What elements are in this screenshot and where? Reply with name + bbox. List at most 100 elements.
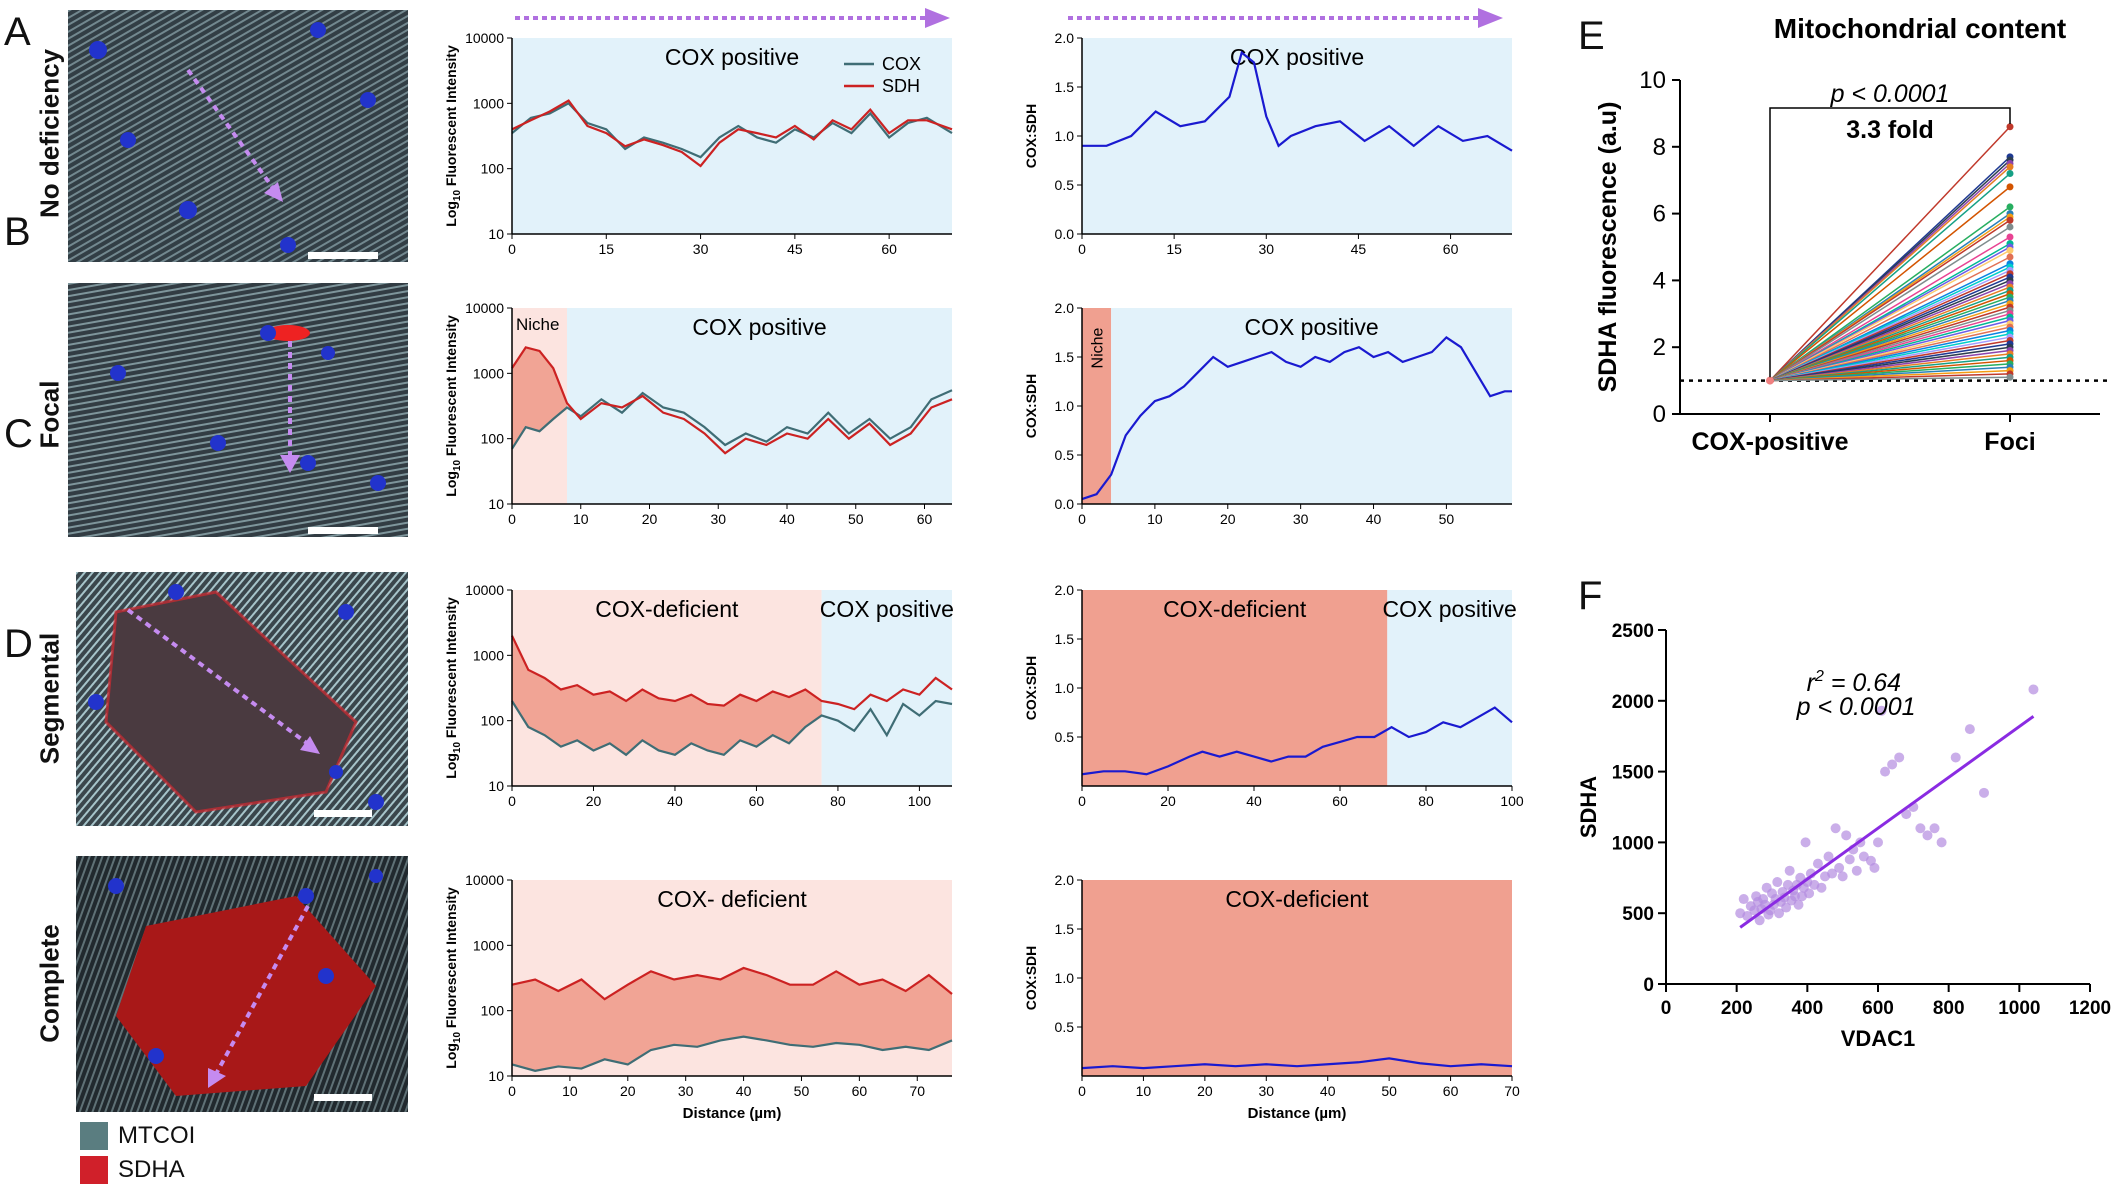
y-tick-label: 1000: [473, 95, 504, 111]
series-line-sdh: [511, 966, 953, 1001]
scatter-point: [1901, 809, 1912, 820]
scatter-point: [1869, 862, 1880, 873]
y-tick-label: 6: [1653, 201, 1666, 228]
row-label-focal: Focal: [34, 380, 65, 449]
x-tick-label: 30: [710, 511, 726, 527]
region-label-1: COX positive: [1383, 596, 1517, 622]
y-axis-label: SDHA: [1576, 776, 1601, 838]
region-label-1: COX positive: [692, 314, 826, 340]
x-tick-label: 20: [1197, 1083, 1213, 1099]
x-tick-label: 20: [1160, 793, 1176, 809]
pair-line: [1769, 249, 2011, 382]
legend-swatch-sdha: [80, 1156, 108, 1184]
chart-a-intensity: COX positive 10 100 1000 10000 0 15 30 45 60 Log10…: [443, 30, 953, 257]
y-tick-label: 2500: [1612, 621, 1654, 642]
pair-point-end: [2006, 373, 2014, 381]
scatter-point: [1964, 724, 1975, 735]
x-tick-label: 10: [1136, 1083, 1152, 1099]
pair-point-end: [2006, 246, 2014, 254]
y-axis-label: Log10 Fluorescent Intensity: [443, 887, 463, 1069]
region-label-1: COX positive: [820, 596, 954, 622]
scatter-point: [1812, 858, 1823, 869]
legend-label-sdha: SDHA: [118, 1156, 185, 1183]
series-line-sdh: [511, 99, 953, 168]
region-1: [1111, 308, 1512, 504]
legend-text-cox: COX: [882, 54, 921, 74]
scatter-point: [1922, 830, 1933, 841]
x-tick-label: 50: [1439, 511, 1455, 527]
x-tick-label: 1000: [1998, 998, 2040, 1019]
scatter-point: [1915, 823, 1926, 834]
y-tick-label: 2.0: [1055, 582, 1075, 598]
x-tick-label: 400: [1791, 998, 1823, 1019]
panel-letter-a: A: [4, 10, 31, 54]
x-tick-label: 0: [1078, 241, 1086, 257]
x-tick-label: 30: [1258, 1083, 1274, 1099]
scatter-point: [1979, 787, 1989, 798]
scatter-point: [1837, 871, 1848, 882]
x-tick-label: Foci: [1984, 428, 2035, 456]
panel-letter-b: B: [4, 210, 31, 254]
region-0: [1082, 308, 1112, 504]
x-tick-label: 45: [787, 241, 803, 257]
fill-between-series: [512, 967, 952, 1071]
x-tick-label: 80: [1418, 793, 1434, 809]
series-line-sdh: [511, 635, 953, 711]
scatter-point: [1800, 837, 1811, 848]
pair-line: [1769, 226, 2011, 382]
y-tick-label: 10000: [465, 872, 504, 888]
x-tick-label: 30: [678, 1083, 694, 1099]
x-tick-label: 40: [1320, 1083, 1336, 1099]
scatter-point: [1804, 888, 1815, 899]
x-tick-label: 20: [1220, 511, 1236, 527]
x-tick-label: 1200: [2069, 998, 2111, 1019]
region-1: [821, 590, 952, 786]
panel-letter-f: F: [1578, 574, 1603, 618]
y-tick-label: 10000: [465, 300, 504, 316]
pair-line: [1769, 126, 2011, 382]
x-axis-label: Distance (µm): [1248, 1105, 1347, 1122]
pair-point-end: [2006, 183, 2014, 191]
region-label-0: COX-deficient: [1225, 886, 1369, 912]
scatter-point: [2028, 684, 2039, 695]
region-label-0: COX positive: [665, 44, 799, 70]
y-tick-label: 10: [488, 496, 504, 512]
y-tick-label: 0.5: [1055, 447, 1075, 463]
series-line-cox: [511, 101, 953, 159]
x-tick-label: 0: [508, 511, 516, 527]
region-label-1: COX positive: [1244, 314, 1378, 340]
legend-label-mtcoi: MTCOI: [118, 1122, 196, 1149]
fill-between-series: [512, 635, 822, 755]
x-tick-label: COX-positive: [1692, 428, 1849, 456]
panel-letter-e: E: [1578, 14, 1605, 58]
x-tick-label: 0: [1078, 511, 1086, 527]
regression-line: [1739, 715, 2035, 929]
region-0: [512, 38, 952, 234]
legend-swatch-mtcoi: [80, 1122, 108, 1150]
pair-line: [1769, 172, 2011, 382]
pair-line: [1769, 206, 2011, 382]
pair-point-end: [2006, 216, 2014, 224]
y-tick-label: 0.0: [1055, 496, 1075, 512]
x-tick-label: 80: [830, 793, 846, 809]
y-tick-label: 2.0: [1055, 300, 1075, 316]
y-axis-label: COX:SDH: [1023, 374, 1039, 439]
scatter-point: [1894, 752, 1905, 763]
direction-arrow-intensity: [515, 8, 950, 28]
chart-b-ratio: Niche COX positive 0.0 0.5 1.0 1.5 2.0 0 10 20 30 4…: [1023, 300, 1512, 527]
micrograph-b: [68, 283, 408, 537]
y-tick-label: 100: [481, 1003, 505, 1019]
x-tick-label: 60: [1332, 793, 1348, 809]
scatter-point: [1873, 837, 1883, 848]
x-tick-label: 20: [586, 793, 602, 809]
legend-text-sdh: SDH: [882, 76, 920, 96]
x-tick-label: 50: [1381, 1083, 1397, 1099]
row-label-segmental: Segmental: [34, 632, 65, 765]
pair-line: [1769, 186, 2011, 382]
region-0: [1082, 38, 1512, 234]
micrograph-a: [68, 10, 408, 262]
series-line-cox-sdh: [1081, 335, 1512, 501]
y-tick-label: 1.0: [1055, 680, 1075, 696]
y-tick-label: 100: [481, 713, 505, 729]
x-tick-label: 0: [508, 793, 516, 809]
